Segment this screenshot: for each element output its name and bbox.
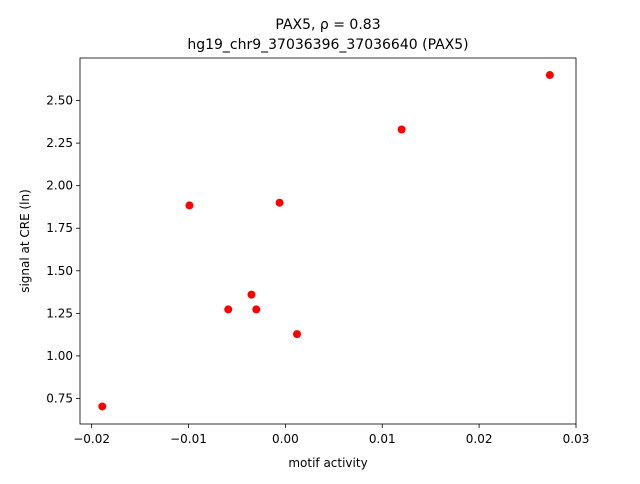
y-tick-label: 2.25 (46, 136, 73, 150)
point (545, 71, 554, 80)
point (397, 125, 406, 134)
y-tick-label: 1.75 (46, 221, 73, 235)
point (275, 198, 284, 207)
chart-subtitle: hg19_chr9_37036396_37036640 (PAX5) (187, 37, 468, 53)
x-tick-label: 0.02 (466, 432, 493, 446)
x-tick-label: 0.03 (563, 432, 590, 446)
point (293, 330, 301, 339)
point (224, 305, 233, 314)
point (185, 201, 194, 210)
y-tick-label: 1.25 (46, 306, 73, 320)
y-tick-label: 1.50 (46, 264, 73, 278)
plot-frame (79, 57, 577, 425)
x-axis-label: motif activity (288, 456, 367, 470)
y-axis-label: signal at CRE (ln) (18, 189, 32, 293)
y-tick-label: 2.00 (46, 179, 73, 193)
x-tick-label: −0.01 (170, 432, 207, 446)
y-tick-label: 1.00 (46, 349, 73, 363)
point (252, 305, 261, 314)
y-tick-label: 2.50 (46, 94, 73, 108)
point (98, 402, 107, 411)
point (247, 290, 256, 299)
x-tick-label: 0.01 (369, 432, 396, 446)
chart-title: PAX5, ρ = 0.83 (275, 17, 380, 33)
y-tick-label: 0.75 (46, 391, 73, 405)
x-tick-label: 0.00 (272, 432, 299, 446)
x-tick-label: −0.02 (73, 432, 110, 446)
